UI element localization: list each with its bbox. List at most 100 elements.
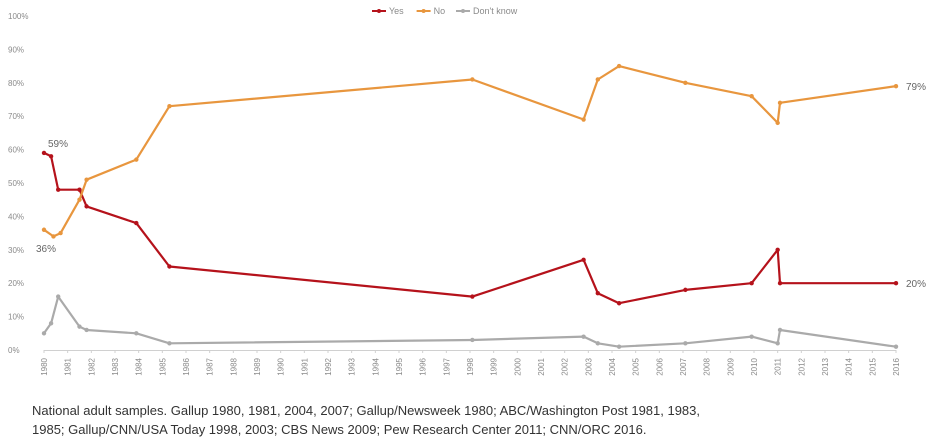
x-tick-label: 1986 <box>182 357 191 375</box>
data-point-yes <box>41 150 47 156</box>
data-point-no <box>134 157 139 162</box>
data-point-no <box>84 177 89 182</box>
x-tick-label: 1983 <box>111 357 120 375</box>
series-line-yes <box>43 151 896 305</box>
x-tick-label: 1980 <box>40 357 49 375</box>
series-don-t-know <box>41 294 899 349</box>
legend-label-don-t-know: Don't know <box>473 6 518 16</box>
x-tick-label: 2000 <box>513 357 522 375</box>
x-tick-label: 2002 <box>561 357 570 375</box>
x-tick-label: 1994 <box>371 357 380 375</box>
x-tick-label: 1996 <box>419 357 428 375</box>
x-tick-label: 1982 <box>87 357 96 375</box>
x-tick-label: 2006 <box>655 357 664 375</box>
x-tick-label: 2004 <box>608 357 617 375</box>
data-point-yes <box>134 220 139 226</box>
legend-item-don-t-know: Don't know <box>456 6 518 16</box>
x-tick-label: 1988 <box>229 357 238 375</box>
y-tick-label: 20% <box>8 279 24 288</box>
x-tick-label: 2014 <box>845 357 854 375</box>
data-point-yes <box>48 154 54 159</box>
x-tick-label: 2016 <box>892 357 901 375</box>
data-point-don-t-know <box>581 334 586 339</box>
x-tick-label: 1989 <box>253 357 262 375</box>
data-point-no <box>58 230 63 236</box>
series-no <box>41 63 899 239</box>
y-tick-label: 30% <box>8 246 24 255</box>
data-point-don-t-know <box>167 341 172 346</box>
data-point-no <box>77 197 82 202</box>
series-yes <box>41 150 899 306</box>
data-point-don-t-know <box>893 344 899 349</box>
x-tick-label: 2011 <box>774 357 783 375</box>
data-point-don-t-know <box>616 344 622 349</box>
data-point-yes <box>749 281 754 286</box>
data-point-don-t-know <box>134 331 139 336</box>
data-point-yes <box>893 281 899 286</box>
legend-label-no: No <box>434 6 446 16</box>
legend-item-no: No <box>416 6 446 16</box>
data-point-don-t-know <box>749 334 754 339</box>
data-point-no <box>893 83 899 89</box>
x-tick-label: 1985 <box>158 357 167 375</box>
data-point-don-t-know <box>595 341 600 346</box>
data-point-no <box>777 100 783 106</box>
y-tick-label: 70% <box>8 112 24 121</box>
legend-marker-yes <box>377 9 381 13</box>
x-tick-label: 1987 <box>206 357 215 375</box>
x-tick-label: 1990 <box>277 357 286 375</box>
x-tick-label: 1998 <box>466 357 475 375</box>
x-tick-label: 2008 <box>703 357 712 375</box>
data-point-no <box>775 120 780 126</box>
series-line-don-t-know <box>43 295 897 348</box>
data-point-no <box>581 117 586 122</box>
y-tick-label: 50% <box>8 179 24 188</box>
y-tick-label: 60% <box>8 146 24 155</box>
x-tick-label: 1997 <box>442 357 451 375</box>
series-line-no <box>43 64 897 238</box>
annotation-layer: 59% 36% 79% 20% <box>36 82 926 290</box>
legend-marker-don-t-know <box>461 9 465 13</box>
y-tick-label: 80% <box>8 79 24 88</box>
data-point-no <box>595 77 600 82</box>
data-label: 20% <box>906 279 926 290</box>
data-point-no <box>51 234 56 239</box>
x-axis: 1980 1981 1982 1983 1984 1985 1986 1987 1988 1989… <box>40 350 901 376</box>
data-point-don-t-know <box>41 331 47 336</box>
x-tick-label: 2012 <box>797 357 806 375</box>
y-tick-label: 10% <box>8 313 24 322</box>
x-tick-label: 2009 <box>726 357 735 375</box>
data-label: 79% <box>906 82 926 93</box>
x-tick-label: 1995 <box>395 357 404 375</box>
source-note-line-2: 1985; Gallup/CNN/USA Today 1998, 2003; C… <box>32 422 647 437</box>
data-point-yes <box>777 281 783 286</box>
x-tick-label: 2003 <box>584 357 593 375</box>
data-point-don-t-know <box>775 341 780 346</box>
x-tick-label: 1984 <box>135 357 144 375</box>
data-point-yes <box>775 247 780 252</box>
source-note: National adult samples. Gallup 1980, 198… <box>32 401 902 439</box>
x-tick-label: 2005 <box>632 357 641 375</box>
data-point-don-t-know <box>48 321 54 326</box>
series-layer <box>41 63 899 349</box>
x-tick-label: 1999 <box>490 357 499 375</box>
data-point-yes <box>84 204 89 209</box>
y-tick-label: 0% <box>8 346 20 355</box>
line-chart: Yes No Don't know 0% 10% 20% 30% 40% 50% 60% 70% 8… <box>8 6 926 376</box>
x-tick-label: 2010 <box>750 357 759 375</box>
data-point-yes <box>595 291 600 296</box>
data-label: 59% <box>48 139 68 150</box>
data-point-no <box>167 103 172 109</box>
data-label: 36% <box>36 244 56 255</box>
x-tick-label: 1991 <box>300 357 309 375</box>
data-point-don-t-know <box>777 327 783 333</box>
data-point-no <box>41 227 47 232</box>
data-point-no <box>470 77 475 82</box>
data-point-no <box>616 63 622 69</box>
y-tick-label: 90% <box>8 45 24 54</box>
data-point-yes <box>56 187 61 192</box>
data-point-don-t-know <box>683 341 688 346</box>
data-point-yes <box>581 257 586 263</box>
legend-label-yes: Yes <box>389 6 404 16</box>
x-tick-label: 2007 <box>679 357 688 375</box>
